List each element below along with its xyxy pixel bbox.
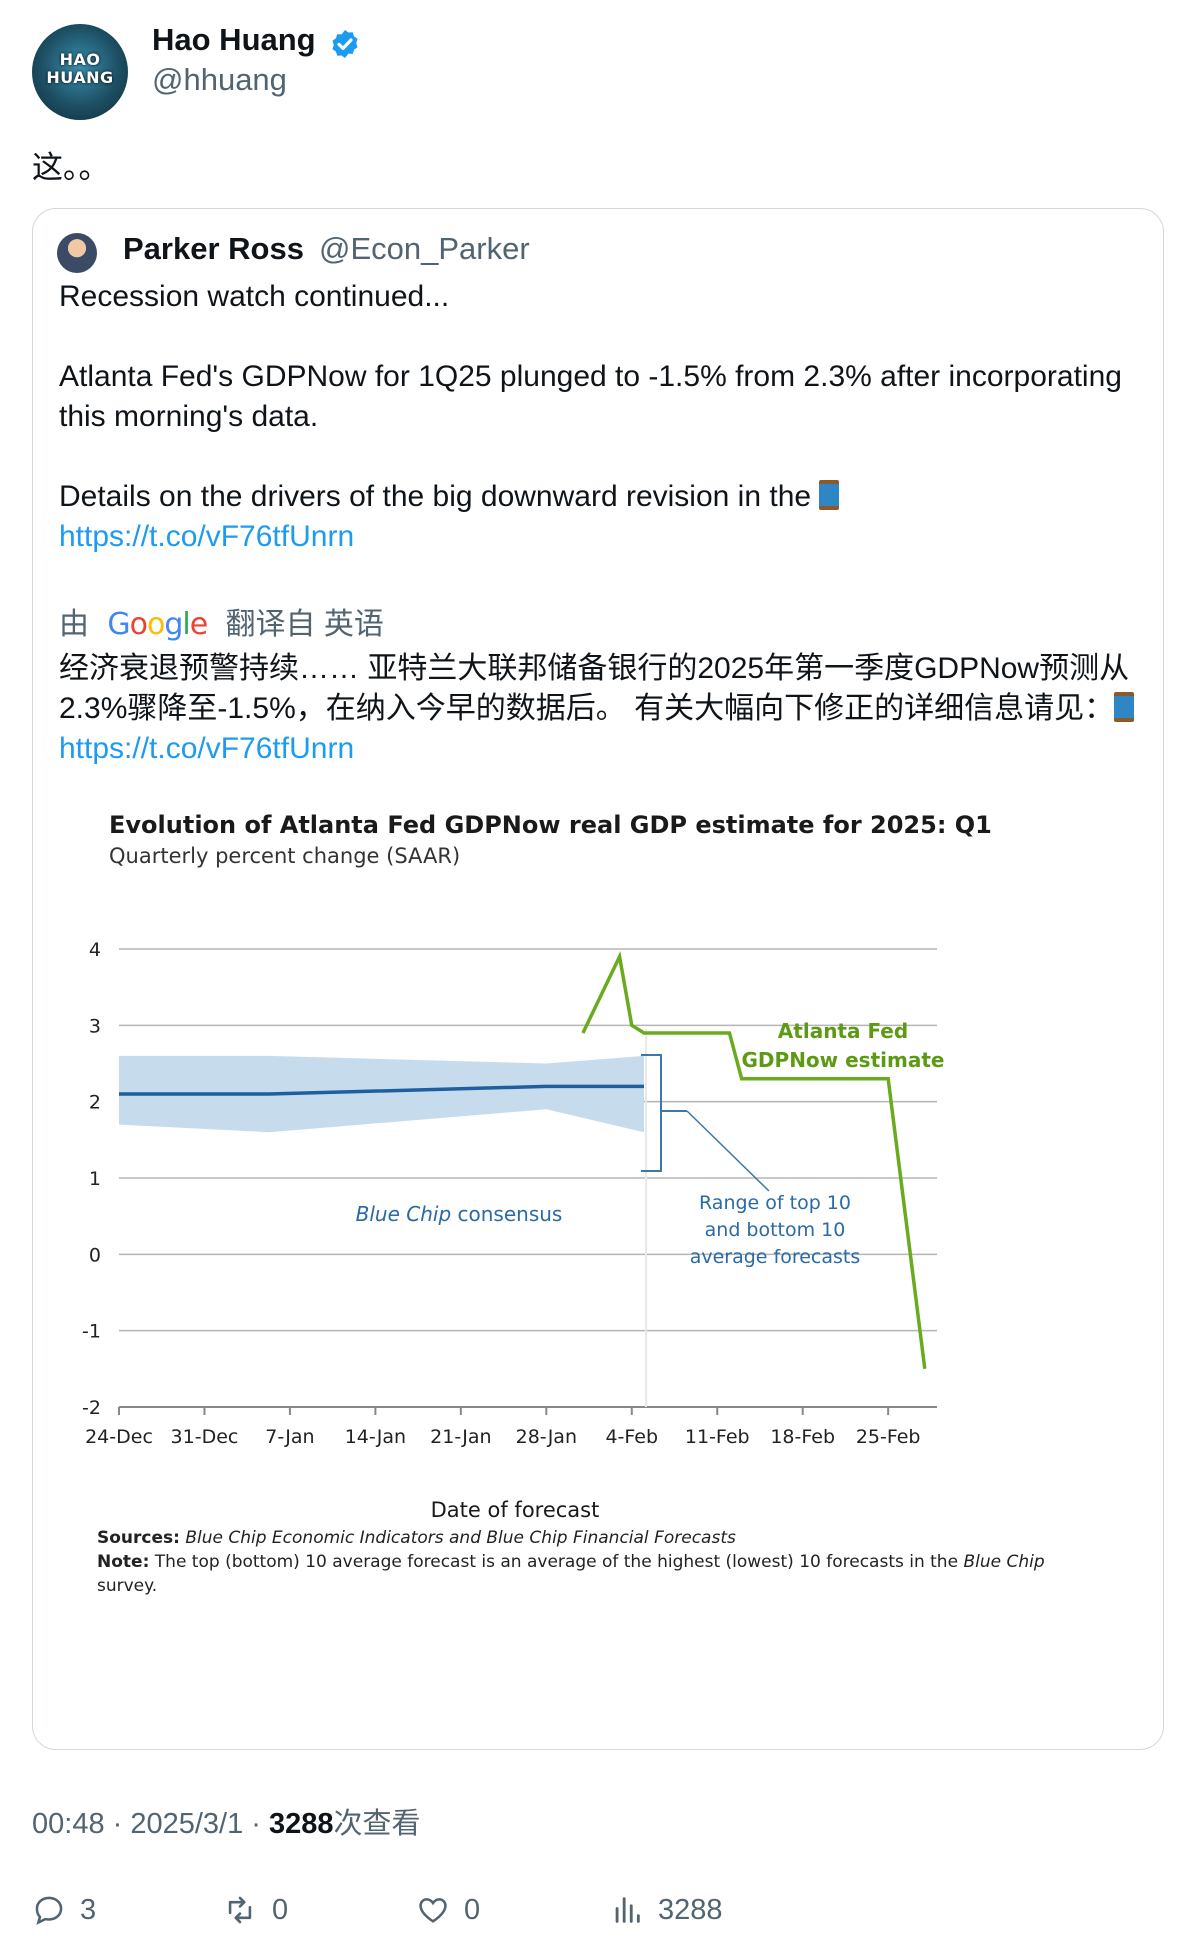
translate-prefix: 由: [59, 608, 89, 641]
views-button[interactable]: 3288: [610, 1890, 723, 1930]
quote-line-2: Atlanta Fed's GDPNow for 1Q25 plunged to…: [59, 360, 1122, 433]
range-annotation-leader: [686, 1110, 770, 1192]
retweet-icon: [228, 1896, 252, 1924]
x-tick-label: 11-Feb: [685, 1426, 750, 1448]
thread-spool-icon-translated: [1114, 692, 1135, 722]
chart-title: Evolution of Atlanta Fed GDPNow real GDP…: [109, 811, 992, 839]
tweet-text: 这。。: [32, 150, 110, 185]
x-tick-label: 25-Feb: [856, 1426, 921, 1448]
gdpnow-series-line: [581, 950, 927, 1370]
gdpnow-series-label-line1: Atlanta Fed: [778, 1019, 908, 1043]
x-tick-label: 14-Jan: [345, 1426, 406, 1448]
action-bar: 3 0 0 3288: [32, 1890, 1164, 1930]
gdpnow-chart: Evolution of Atlanta Fed GDPNow real GDP…: [82, 811, 1045, 1596]
reply-button[interactable]: 3: [32, 1890, 96, 1930]
quote-line-3-text: Details on the drivers of the big downwa…: [59, 480, 812, 513]
note-label: Note:: [97, 1552, 149, 1572]
x-tick-label: 31-Dec: [171, 1426, 239, 1448]
quote-author-avatar[interactable]: [57, 233, 97, 273]
retweet-count: 0: [272, 1893, 289, 1926]
chart-subtitle: Quarterly percent change (SAAR): [109, 844, 460, 868]
tweet-meta: 00:48 · 2025/3/1 · 3288次查看: [32, 1800, 421, 1842]
y-tick-label: 0: [89, 1244, 101, 1266]
translated-body: 经济衰退预警持续…… 亚特兰大联邦储备银行的2025年第一季度GDPNow预测从…: [59, 652, 1130, 725]
y-tick-label: 1: [89, 1168, 101, 1190]
quoted-tweet[interactable]: Parker Ross @Econ_Parker Recession watch…: [32, 208, 1164, 1750]
translated-text: 经济衰退预警持续…… 亚特兰大联邦储备银行的2025年第一季度GDPNow预测从…: [59, 649, 1159, 769]
reply-icon: [35, 1896, 63, 1925]
x-axis-label: Date of forecast: [431, 1498, 600, 1522]
retweet-button[interactable]: 0: [222, 1890, 288, 1930]
views-count: 3288: [658, 1893, 723, 1926]
consensus-label-rest: consensus: [451, 1202, 562, 1226]
tweet-views-label: 次查看: [333, 1808, 421, 1840]
note-text-1: The top (bottom) 10 average forecast is …: [154, 1552, 964, 1572]
y-tick-label: 4: [89, 939, 101, 961]
translate-suffix: 翻译自 英语: [225, 608, 384, 641]
quote-author-name[interactable]: Parker Ross: [123, 231, 304, 266]
quote-link[interactable]: https://t.co/vF76tfUnrn: [59, 520, 355, 553]
range-label-line1: Range of top 10: [699, 1192, 851, 1214]
chart-note-line2: survey.: [97, 1576, 157, 1596]
heart-icon: [419, 1898, 447, 1923]
y-tick-label: 2: [89, 1092, 101, 1114]
author-name[interactable]: Hao Huang: [152, 22, 316, 57]
tweet-timestamp[interactable]: 00:48 · 2025/3/1 ·: [32, 1808, 269, 1840]
quote-body: Recession watch continued... Atlanta Fed…: [59, 277, 1139, 557]
consensus-label-italic: Blue Chip: [356, 1202, 452, 1226]
sources-label: Sources:: [97, 1528, 180, 1548]
avatar-text-line2: HUANG: [46, 68, 114, 87]
avatar-text-line1: HAO: [59, 50, 101, 69]
reply-count: 3: [80, 1893, 97, 1926]
like-button[interactable]: 0: [416, 1890, 480, 1930]
google-logo: Google: [107, 607, 208, 642]
range-band: [119, 1055, 644, 1133]
range-label-line3: average forecasts: [690, 1246, 861, 1268]
range-bracket: [641, 1054, 687, 1172]
y-tick-label: 3: [89, 1015, 101, 1037]
thread-spool-icon: [819, 480, 840, 510]
chart-image[interactable]: Evolution of Atlanta Fed GDPNow real GDP…: [59, 789, 1139, 1729]
quote-author-handle[interactable]: @Econ_Parker: [319, 231, 530, 266]
translated-link[interactable]: https://t.co/vF76tfUnrn: [59, 732, 355, 765]
x-tick-label: 24-Dec: [85, 1426, 153, 1448]
translation-attribution: 由 Google 翻译自 英语: [59, 599, 384, 643]
author-handle[interactable]: @hhuang: [152, 62, 287, 97]
x-tick-label: 18-Feb: [770, 1426, 835, 1448]
note-text-italic: Blue Chip: [963, 1552, 1044, 1572]
analytics-icon: [615, 1897, 640, 1923]
consensus-series-label: Blue Chip consensus: [356, 1202, 563, 1226]
chart-sources: Sources: Blue Chip Economic Indicators a…: [97, 1528, 736, 1548]
x-tick-label: 21-Jan: [430, 1426, 491, 1448]
verified-badge-icon: [332, 30, 358, 58]
tweet-views-count: 3288: [269, 1808, 334, 1840]
quote-line-3: Details on the drivers of the big downwa…: [59, 477, 1139, 517]
quote-line-1: Recession watch continued...: [59, 280, 450, 313]
y-tick-label: -2: [82, 1397, 101, 1419]
avatar-text: HAO HUANG: [32, 51, 128, 87]
y-tick-label: -1: [82, 1321, 101, 1343]
x-tick-label: 28-Jan: [516, 1426, 577, 1448]
sources-text: Blue Chip Economic Indicators and Blue C…: [185, 1528, 736, 1548]
x-tick-label: 4-Feb: [605, 1426, 658, 1448]
chart-note: Note: The top (bottom) 10 average foreca…: [97, 1552, 1045, 1572]
gdpnow-series-label-line2: GDPNow estimate: [742, 1048, 945, 1072]
author-avatar[interactable]: HAO HUANG: [32, 24, 128, 120]
consensus-series-line: [119, 1084, 644, 1096]
range-label-line2: and bottom 10: [705, 1219, 846, 1241]
x-tick-label: 7-Jan: [265, 1426, 314, 1448]
like-count: 0: [464, 1893, 481, 1926]
